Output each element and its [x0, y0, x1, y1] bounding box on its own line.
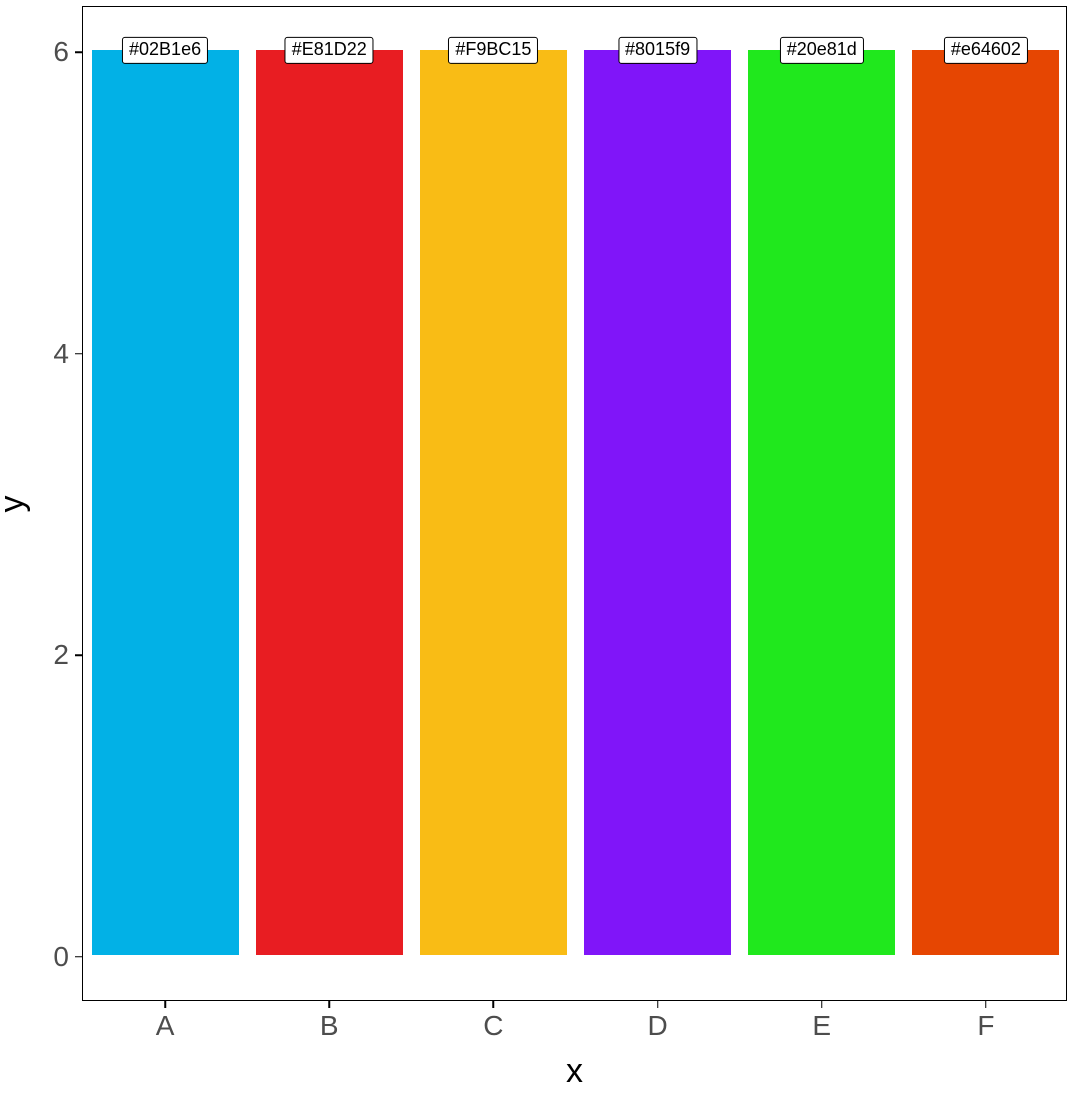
bar-value-label: #20e81d — [780, 37, 864, 63]
bar: #e64602 — [912, 50, 1059, 955]
y-axis-title: y — [0, 495, 32, 512]
x-tick-label: A — [156, 1000, 175, 1042]
bar-value-label: #02B1e6 — [122, 37, 208, 63]
x-tick-label: D — [647, 1000, 667, 1042]
x-tick-label: E — [812, 1000, 831, 1042]
bar-chart: 0 2 4 6 #02B1e6 A #E81D22 B #F9BC15 C #8015f9 D #20e… — [0, 0, 1080, 1099]
bar: #F9BC15 — [420, 50, 567, 955]
y-tick-label: 6 — [53, 36, 83, 68]
bar-value-label: #e64602 — [944, 37, 1028, 63]
bar: #E81D22 — [256, 50, 403, 955]
y-tick-label: 0 — [53, 941, 83, 973]
bar: #02B1e6 — [92, 50, 239, 955]
bar-value-label: #8015f9 — [618, 37, 697, 63]
bar-value-label: #E81D22 — [285, 37, 374, 63]
y-tick-label: 4 — [53, 338, 83, 370]
x-axis-title: x — [566, 1052, 583, 1091]
x-tick-label: B — [320, 1000, 339, 1042]
bar-value-label: #F9BC15 — [448, 37, 538, 63]
y-tick-label: 2 — [53, 639, 83, 671]
plot-area: 0246#02B1e6A#E81D22B#F9BC15C#8015f9D#20e… — [82, 6, 1067, 1001]
bar: #8015f9 — [584, 50, 731, 955]
bar: #20e81d — [748, 50, 895, 955]
x-tick-label: C — [483, 1000, 503, 1042]
x-tick-label: F — [977, 1000, 994, 1042]
